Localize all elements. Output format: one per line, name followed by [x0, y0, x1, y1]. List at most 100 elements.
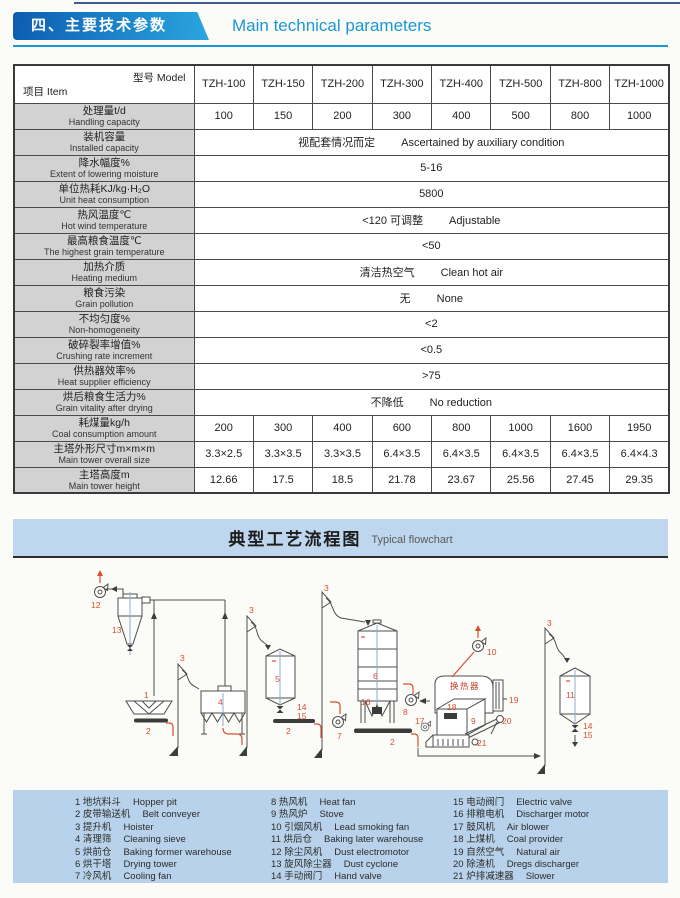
corner-model-label: 型号 Model: [132, 72, 186, 84]
row-label-cell: 烘后粮食生活力% Grain vitality after drying: [13, 388, 195, 416]
row-label-cn: 供热器效率%: [73, 365, 136, 377]
row-label-cell: 单位热耗KJ/kg·H₂O Unit heat consumption: [13, 180, 195, 208]
legend-item: 21 炉排减速器 Slower: [453, 871, 589, 883]
parameters-table: 型号 Model 项目 Item TZH-100 TZH-150 TZH-200 TZH-…: [13, 64, 671, 494]
belt-conveyor: [354, 728, 412, 733]
span-value-cn: <2: [425, 318, 438, 330]
value-cell: 18.5: [312, 466, 373, 494]
legend-item-cn: 2 皮带输送机: [75, 809, 131, 821]
row-label-cell: 粮食污染 Grain pollution: [13, 284, 195, 312]
legend-item-en: Cleaning sieve: [123, 834, 186, 846]
row-label-cn: 不均匀度%: [78, 313, 130, 325]
legend-column-1: 1 地坑料斗 Hopper pit 2 皮带输送机 Belt conveyer 3 提升…: [75, 797, 232, 884]
slower-icon: [471, 738, 479, 746]
row-label-cell: 主塔外形尺寸m×m×m Main tower overall size: [13, 440, 195, 468]
span-value-cell: 清洁热空气 Clean hot air: [193, 258, 670, 286]
legend-item-en: Dust electromotor: [334, 846, 410, 858]
row-label-cn: 降水幅度%: [78, 157, 130, 169]
legend-item: 2 皮带输送机 Belt conveyer: [75, 809, 232, 821]
legend-item-cn: 13 旋风除尘器: [271, 859, 332, 871]
value-cell: 6.4×3.5: [549, 440, 611, 468]
value-cell: 1950: [609, 414, 670, 442]
model-column-header: TZH-800: [549, 64, 611, 104]
row-label-cn: 破碎裂率增值%: [68, 339, 141, 351]
flow-number-label-21: 21: [477, 738, 487, 748]
legend-item: 1 地坑料斗 Hopper pit: [75, 797, 232, 809]
value-cell: 800: [549, 102, 611, 130]
legend-item: 8 热风机 Heat fan: [271, 797, 423, 809]
row-label-en: Unit heat consumption: [59, 195, 150, 205]
table-row: 最高粮食温度℃ The highest grain temperature <50: [13, 232, 670, 260]
row-label-en: Main tower height: [68, 480, 140, 491]
table-row: 破碎裂率增值% Crushing rate increment <0.5: [13, 336, 670, 364]
span-value-cn: <120 可调整: [362, 215, 424, 227]
model-column-header: TZH-100: [193, 64, 254, 104]
legend-item-en: Belt conveyer: [142, 809, 200, 821]
legend-item-cn: 14 手动阀门: [271, 871, 323, 883]
value-cell: 25.56: [490, 466, 551, 494]
span-value-cn: <0.5: [420, 344, 443, 356]
legend-item: 16 排粮电机 Discharger motor: [453, 809, 589, 821]
span-value-en: Clean hot air: [440, 267, 503, 279]
exchanger-label: 换热器: [450, 681, 480, 691]
row-label-en: Hot wind temperature: [61, 221, 148, 231]
row-label-en: Coal consumption amount: [51, 429, 157, 439]
span-value-cell: 5-16: [193, 154, 670, 182]
value-cell: 1000: [609, 102, 670, 130]
legend-item-cn: 17 鼓风机: [453, 821, 495, 833]
row-label-cn: 主塔外形尺寸m×m×m: [53, 443, 155, 455]
row-label-cell: 主塔高度m Main tower height: [13, 466, 195, 494]
span-value-cell: 5800: [193, 180, 670, 208]
dust-fan-icon: [94, 583, 109, 598]
legend-item-en: Drying tower: [123, 859, 177, 871]
table-row: 处理量t/d Handling capacity 100 150 200 300 400 50…: [13, 102, 670, 130]
value-cell: 600: [371, 414, 433, 442]
flow-number-label-9: 9: [471, 716, 476, 726]
span-value-en: Adjustable: [449, 215, 501, 227]
table-row: 主塔外形尺寸m×m×m Main tower overall size 3.3×2.…: [13, 440, 670, 468]
table-row: 不均匀度% Non-homogeneity <2: [13, 310, 670, 338]
value-cell: 400: [431, 102, 492, 130]
span-value-cell: <120 可调整 Adjustable: [193, 206, 670, 234]
legend-item-en: Dregs discharger: [506, 859, 580, 871]
flow-number-label-3: 3: [180, 653, 185, 663]
span-value-cn: 5800: [419, 188, 444, 200]
legend-item-en: Air blower: [506, 821, 549, 833]
span-value-en: No reduction: [429, 397, 492, 409]
model-column-header: TZH-150: [252, 64, 314, 104]
model-column-header: TZH-200: [312, 64, 373, 104]
legend-item: 17 鼓风机 Air blower: [453, 822, 589, 834]
value-cell: 400: [312, 414, 373, 442]
value-cell: 1000: [490, 414, 551, 442]
table-body: 处理量t/d Handling capacity 100 150 200 300 400 50…: [13, 102, 670, 494]
flow-number-label-15: 15: [583, 730, 593, 740]
flow-number-label-16: 16: [361, 697, 371, 707]
legend-item: 6 烘干塔 Drying tower: [75, 859, 232, 871]
legend-item-cn: 21 炉排减速器: [453, 871, 514, 883]
span-value-cn: 无: [399, 293, 411, 305]
legend-item: 4 清理筛 Cleaning sieve: [75, 834, 232, 846]
row-label-en: Handling capacity: [68, 117, 140, 127]
legend-item-cn: 18 上煤机: [453, 834, 495, 846]
value-cell: 300: [252, 414, 314, 442]
value-cell: 3.3×3.5: [312, 440, 373, 468]
span-value-cn: 不降低: [370, 397, 404, 409]
discharger-motor-icon: [372, 707, 382, 714]
flow-number-label-8: 8: [403, 707, 408, 717]
row-label-cell: 处理量t/d Handling capacity: [13, 102, 195, 130]
span-value-cn: <50: [421, 240, 441, 252]
legend-item-en: Hopper pit: [132, 797, 177, 808]
row-label-en: Crushing rate increment: [56, 351, 153, 361]
legend-column-3: 15 电动阀门 Electric valve 16 排粮电机 Discharger m…: [453, 797, 589, 884]
row-label-cn: 处理量t/d: [82, 105, 126, 117]
dregs-discharger-icon: [496, 715, 504, 723]
value-cell: 6.4×3.5: [431, 440, 492, 468]
legend-item-en: Stove: [319, 809, 344, 821]
value-cell: 1600: [549, 414, 611, 442]
value-cell: 29.35: [609, 466, 670, 494]
row-label-cn: 单位热耗KJ/kg·H₂O: [58, 183, 151, 195]
value-cell: 27.45: [549, 466, 611, 494]
flow-number-label-6: 6: [373, 671, 378, 681]
legend-item-en: Baking later warehouse: [324, 834, 424, 846]
legend-item-en: Hoister: [123, 821, 154, 833]
